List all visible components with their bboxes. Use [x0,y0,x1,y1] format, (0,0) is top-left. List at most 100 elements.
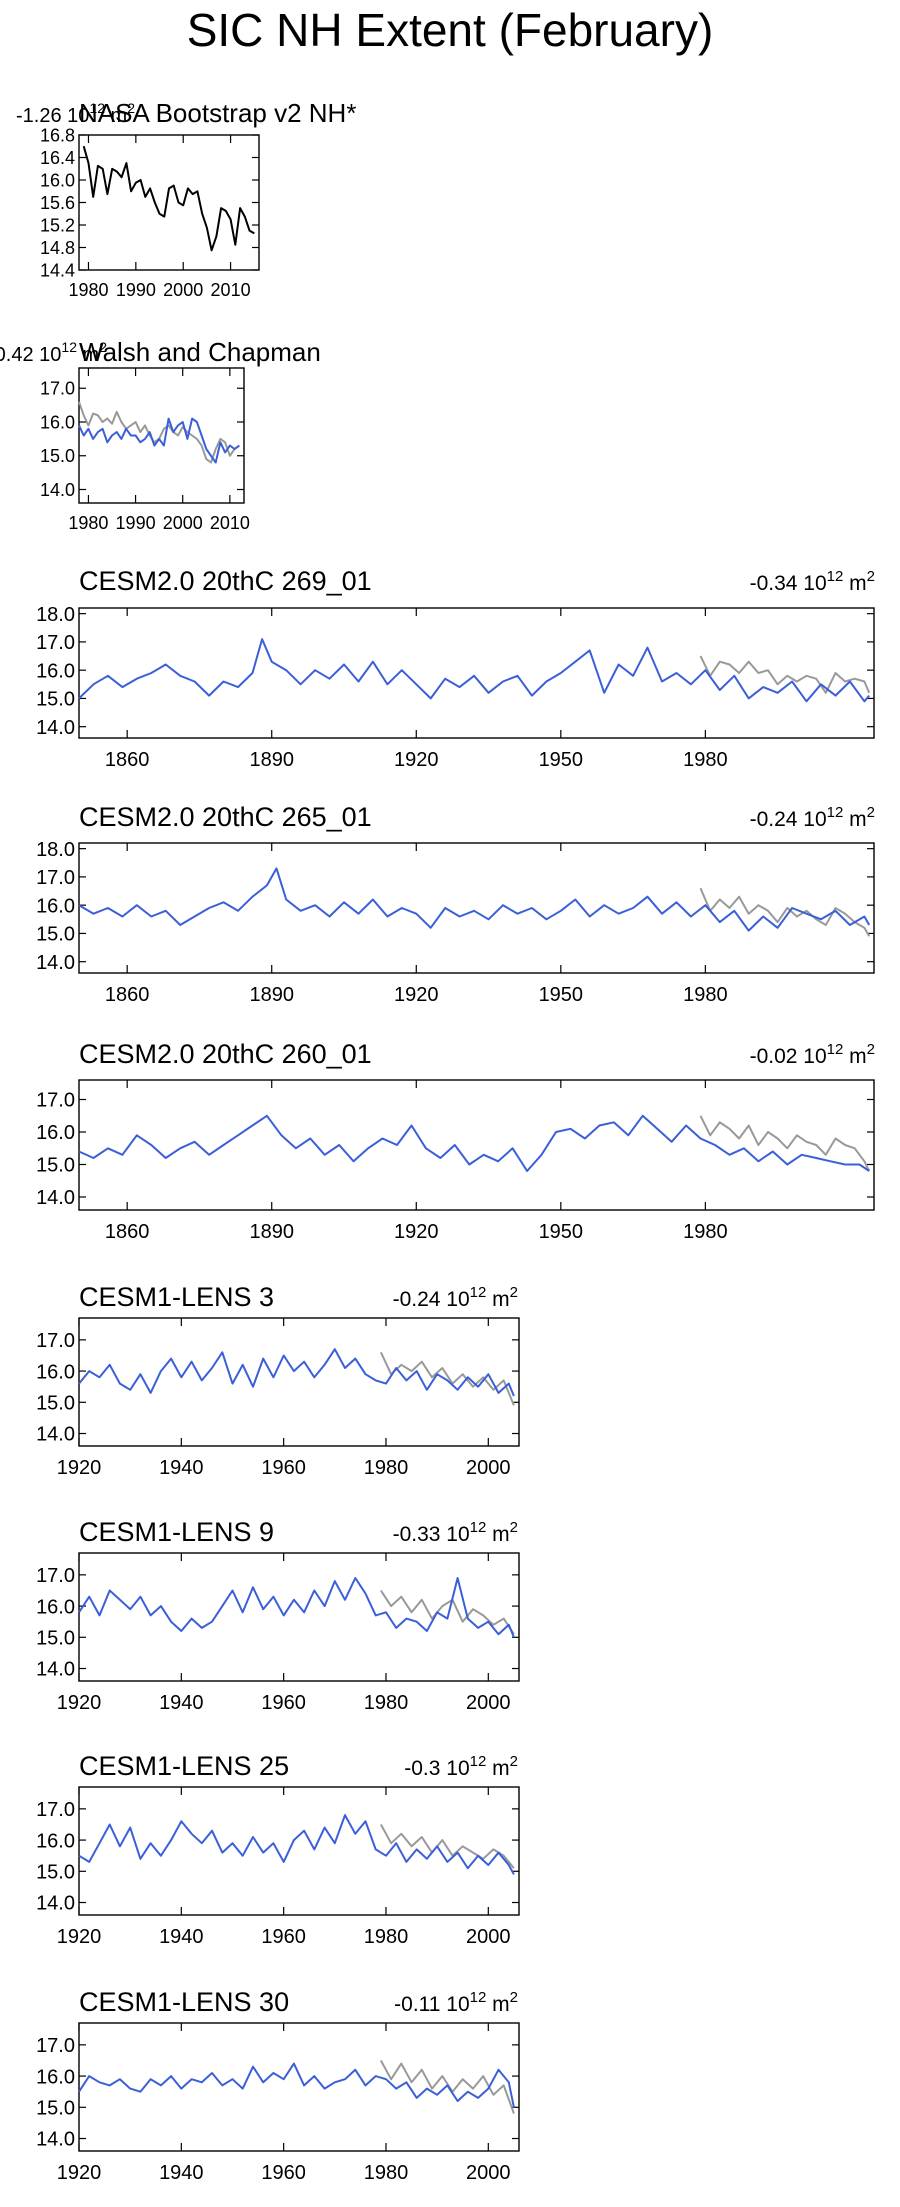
y-tick-label: 17.0 [36,1330,75,1352]
x-tick-label: 1960 [261,1926,306,1948]
x-tick-label: 1990 [116,280,156,300]
y-tick-label: 15.0 [36,1392,75,1414]
x-tick-label: 1980 [364,1926,409,1948]
trend-label: -0.24 1012 m2 [750,804,875,831]
chart-title: NASA Bootstrap v2 NH* [79,98,356,128]
x-tick-label: 1920 [57,2162,102,2184]
plot-frame [78,367,245,504]
x-tick-label: 2010 [211,280,251,300]
x-tick-label: 1890 [249,984,294,1006]
x-tick-label: 1980 [68,513,108,533]
y-tick-label: 14.0 [36,1424,75,1446]
x-tick-label: 1980 [364,2162,409,2184]
chart-panel-8: CESM1-LENS 25 -0.3 1012 m2 14.0 15.0 16.0 17.… [36,1751,520,1948]
x-tick-label: 1980 [364,1457,409,1479]
y-tick-label: 14.0 [36,1187,75,1209]
x-tick-label: 1920 [394,749,439,771]
plot-frame [78,842,875,974]
y-tick-label: 16.0 [36,895,75,917]
x-tick-label: 1940 [159,2162,204,2184]
plot-frame [78,134,260,271]
y-tick-label: 16.0 [36,1122,75,1144]
x-tick-label: 1920 [57,1457,102,1479]
trend-label: -0.42 1012 m2 [0,339,107,366]
chart-title: CESM1-LENS 3 [79,1282,274,1312]
chart-title: CESM1-LENS 30 [79,1987,289,2017]
trend-label: -0.11 1012 m2 [394,1989,518,2016]
chart-panel-2: Walsh and Chapman-0.42 1012 m2 14.0 15.0 16… [0,337,321,533]
y-tick-label: 15.0 [36,924,75,946]
y-tick-label: 15.0 [40,446,75,466]
y-tick-label: 17.0 [36,1565,75,1587]
x-tick-label: 1960 [261,1457,306,1479]
y-tick-label: 14.0 [36,2129,75,2151]
y-tick-label: 16.8 [40,125,75,145]
y-tick-label: 17.0 [36,867,75,889]
y-tick-label: 17.0 [36,1799,75,1821]
y-tick-label: 15.0 [36,1627,75,1649]
trend-label: -0.34 1012 m2 [750,568,875,595]
x-tick-label: 1920 [394,1221,439,1243]
y-tick-label: 16.0 [40,412,75,432]
x-tick-label: 1950 [539,984,584,1006]
x-tick-label: 1990 [116,513,156,533]
y-tick-label: 14.0 [36,1659,75,1681]
x-tick-label: 1920 [394,984,439,1006]
series-line-1 [82,145,255,252]
x-tick-label: 1950 [539,1221,584,1243]
trend-label: -0.24 1012 m2 [393,1284,518,1311]
y-tick-label: 15.0 [36,1861,75,1883]
chart-panel-7: CESM1-LENS 9 -0.33 1012 m2 14.0 15.0 16.0 17.… [36,1517,520,1714]
y-tick-label: 14.0 [36,717,75,739]
y-tick-label: 14.0 [40,480,75,500]
x-tick-label: 1950 [539,749,584,771]
y-tick-label: 18.0 [36,604,75,626]
y-tick-label: 17.0 [36,2035,75,2057]
x-tick-label: 1920 [57,1926,102,1948]
series-line-2 [78,867,871,932]
chart-panel-4: CESM2.0 20thC 265_01 -0.24 1012 m2 14.0 15.… [36,802,875,1006]
plot-frame [78,607,875,739]
series-line-1 [699,887,871,937]
trend-label: -0.33 1012 m2 [393,1519,518,1546]
y-tick-label: 15.2 [40,215,75,235]
y-tick-label: 15.0 [36,2097,75,2119]
x-tick-label: 1940 [159,1692,204,1714]
y-tick-label: 16.4 [40,148,75,168]
y-tick-label: 14.0 [36,1893,75,1915]
page-title: SIC NH Extent (February) [186,4,714,56]
x-tick-label: 2000 [466,1457,511,1479]
x-tick-label: 1980 [683,1221,728,1243]
plot-frame [78,1317,520,1447]
y-tick-label: 17.0 [36,1090,75,1112]
series-line-1 [699,1115,871,1172]
series-line-1 [379,1351,515,1406]
x-tick-label: 1980 [364,1692,409,1714]
y-tick-label: 16.0 [36,1830,75,1852]
x-tick-label: 2000 [466,1692,511,1714]
chart-title: CESM2.0 20thC 265_01 [79,802,372,832]
x-tick-label: 1980 [683,984,728,1006]
plot-frame [78,2022,520,2152]
series-line-1 [380,1824,515,1869]
series-line-2 [78,638,870,703]
series-line-1 [380,2060,515,2114]
x-tick-label: 1940 [159,1926,204,1948]
x-tick-label: 1940 [159,1457,204,1479]
plot-frame [78,1552,520,1682]
x-tick-label: 2000 [466,1926,511,1948]
chart-panel-1: NASA Bootstrap v2 NH*-1.26 1012 m2 14.414… [16,98,356,300]
series-line-2 [78,417,240,464]
y-tick-label: 15.0 [36,1155,75,1177]
y-tick-label: 17.0 [40,379,75,399]
x-tick-label: 1890 [249,749,294,771]
x-tick-label: 1890 [249,1221,294,1243]
series-line-1 [699,655,871,694]
chart-panel-9: CESM1-LENS 30 -0.11 1012 m2 14.0 15.0 16.0 17… [36,1987,520,2184]
chart-panel-5: CESM2.0 20thC 260_01 -0.02 1012 m2 14.0 15.… [36,1039,875,1243]
chart-title: CESM1-LENS 9 [79,1517,274,1547]
trend-label: -1.26 1012 m2 [16,100,135,127]
series-line-2 [78,1814,515,1875]
chart-title: CESM2.0 20thC 269_01 [79,566,372,596]
